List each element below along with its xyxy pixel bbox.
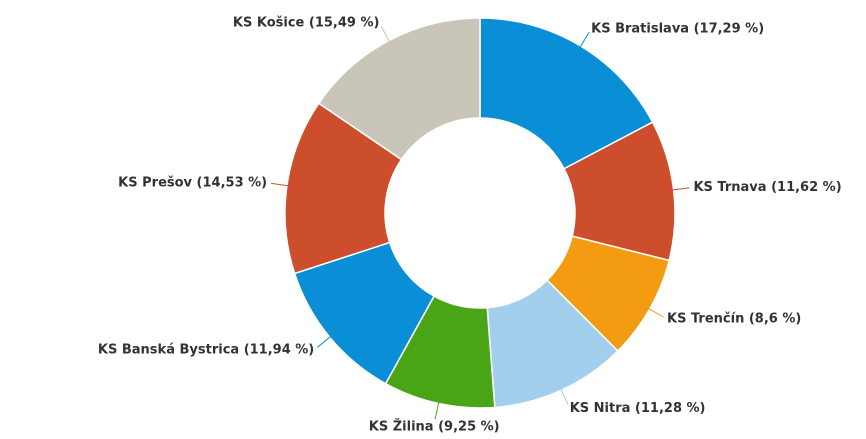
slice-label: KS Banská Bystrica (11,94 %) [98,342,314,357]
leader-line [560,388,569,405]
leader-line [434,401,440,420]
slice-label: KS Prešov (14,53 %) [118,175,267,190]
donut-slice [284,102,403,275]
slice-label: KS Trenčín (8,6 %) [667,312,801,327]
leader-line [317,335,332,348]
slice-label: KS Košice (15,49 %) [233,15,380,30]
slice-label: KS Nitra (11,28 %) [570,401,706,416]
leader-line [671,187,690,191]
leader-line [380,26,391,43]
slice-label: KS Bratislava (17,29 %) [591,21,764,36]
donut-slice [317,17,481,161]
slice-label: KS Žilina (9,25 %) [369,419,500,435]
slice-label: KS Trnava (11,62 %) [693,180,841,195]
leader-line [271,182,289,187]
donut-slice [479,17,654,170]
leader-line [579,32,590,49]
leader-line [647,307,664,318]
